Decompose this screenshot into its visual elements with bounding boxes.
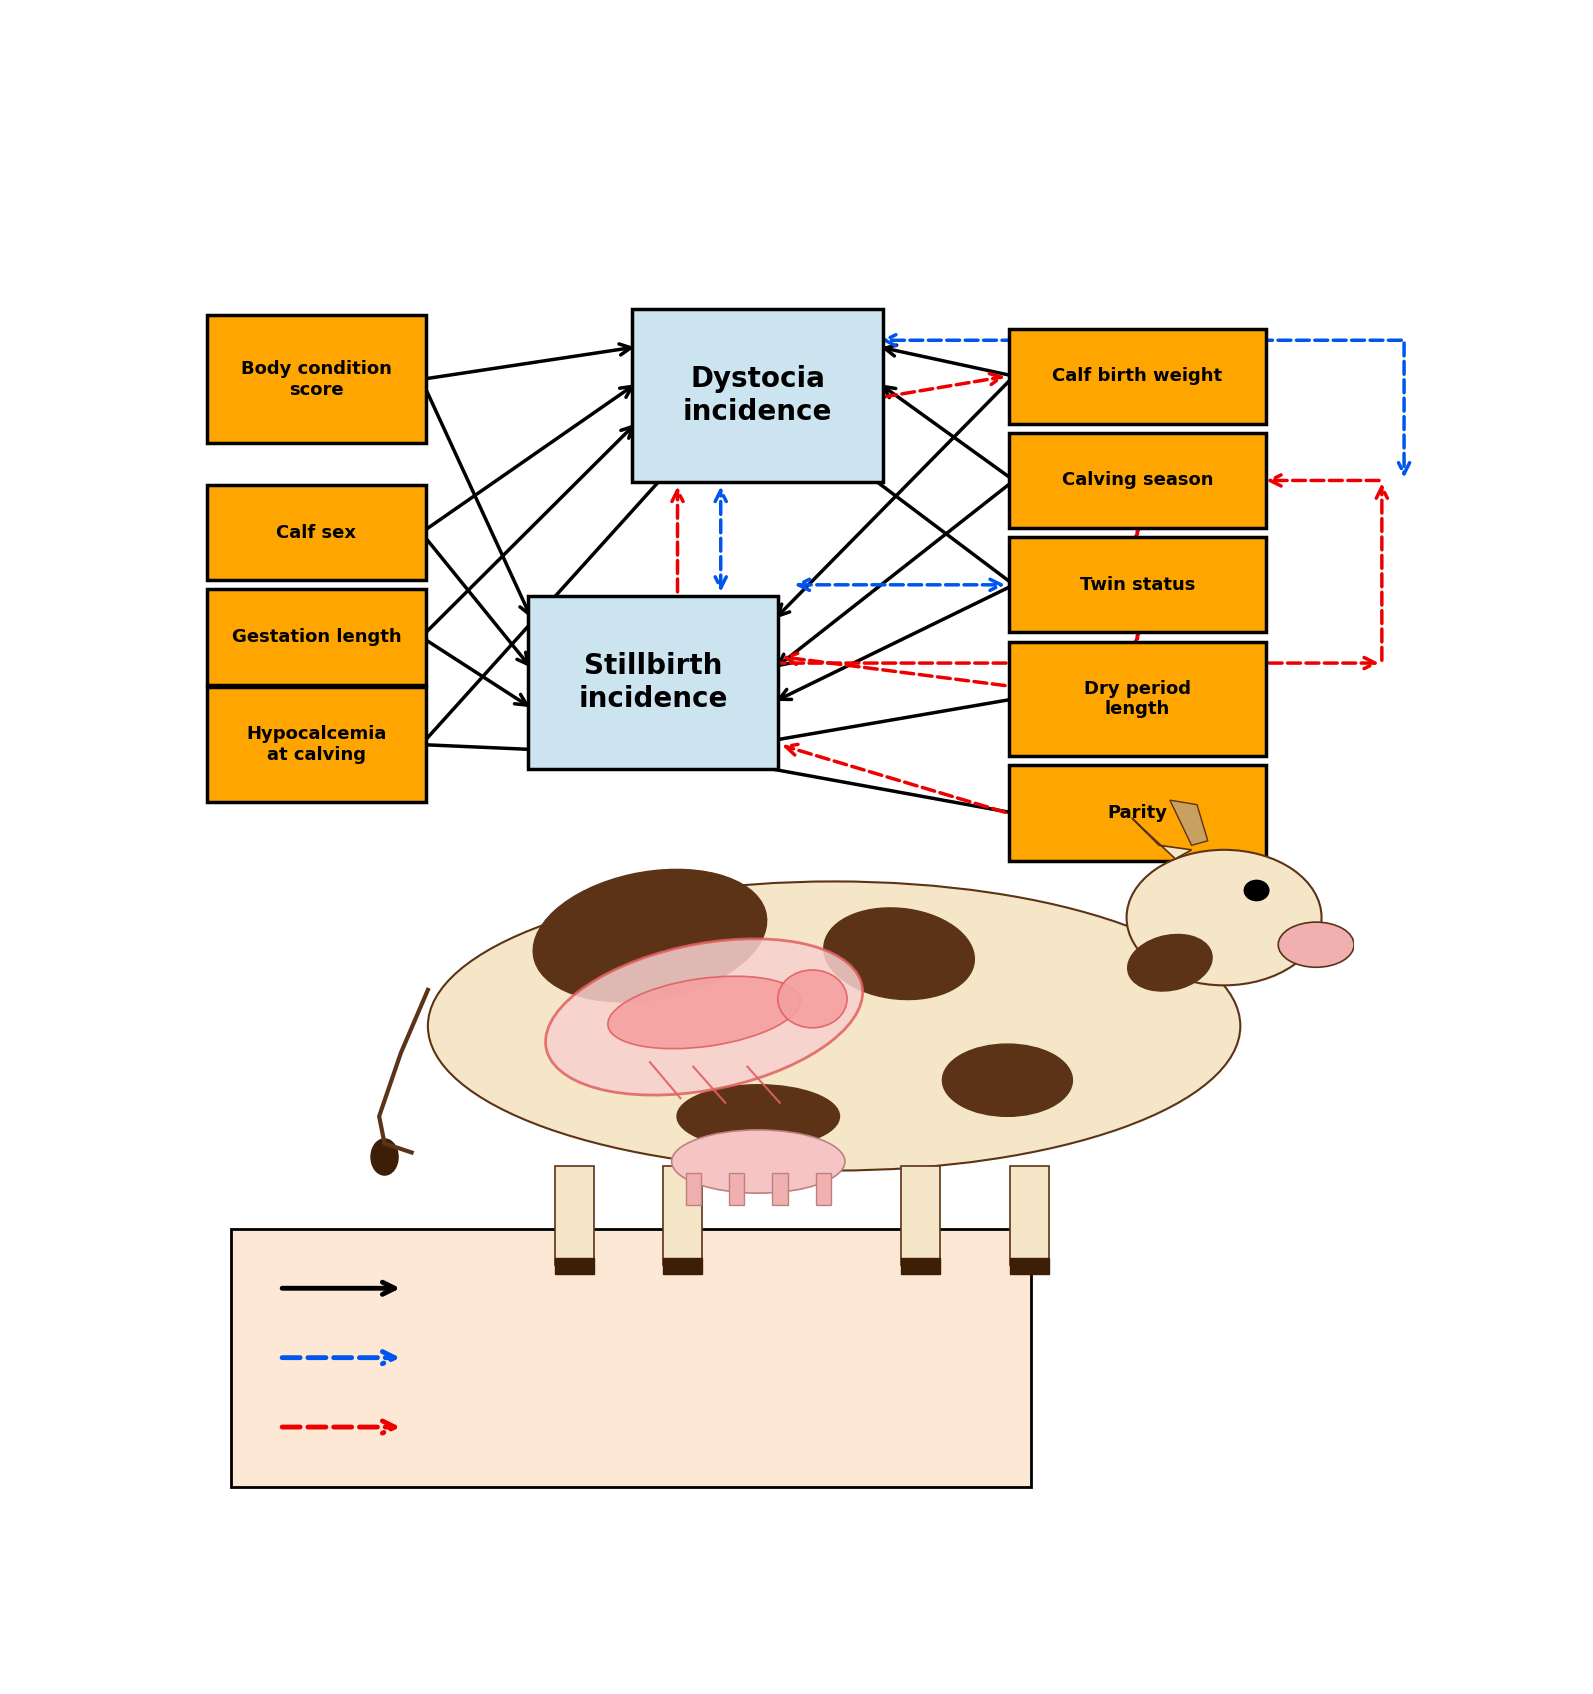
Ellipse shape	[1278, 922, 1354, 967]
FancyBboxPatch shape	[632, 308, 883, 483]
Ellipse shape	[943, 1044, 1072, 1116]
Bar	[554, 1259, 594, 1274]
FancyBboxPatch shape	[1008, 642, 1266, 756]
FancyBboxPatch shape	[207, 688, 427, 801]
Bar	[816, 1174, 832, 1204]
Text: Body condition
score: Body condition score	[241, 359, 392, 398]
Ellipse shape	[534, 869, 766, 1001]
Text: Hypocalcemia
at calving: Hypocalcemia at calving	[247, 725, 387, 764]
Circle shape	[777, 971, 847, 1028]
Bar	[663, 1165, 703, 1265]
Ellipse shape	[545, 938, 863, 1094]
Text: Interaction (Dystocia incidence): Interaction (Dystocia incidence)	[433, 1348, 836, 1367]
Bar	[902, 1259, 940, 1274]
Bar	[554, 1165, 594, 1265]
FancyBboxPatch shape	[207, 484, 427, 581]
Bar	[1010, 1165, 1048, 1265]
Text: Stillbirth
incidence: Stillbirth incidence	[578, 652, 728, 713]
Ellipse shape	[371, 1138, 398, 1176]
Text: Calf sex: Calf sex	[277, 523, 357, 542]
Text: Dry period
length: Dry period length	[1083, 679, 1192, 718]
FancyBboxPatch shape	[1008, 434, 1266, 529]
FancyBboxPatch shape	[527, 596, 777, 769]
Bar	[685, 1174, 701, 1204]
Bar	[902, 1165, 940, 1265]
Ellipse shape	[677, 1084, 840, 1149]
FancyBboxPatch shape	[207, 315, 427, 444]
Ellipse shape	[672, 1130, 844, 1193]
Bar	[730, 1174, 744, 1204]
FancyBboxPatch shape	[1008, 537, 1266, 632]
Ellipse shape	[1126, 850, 1322, 986]
Polygon shape	[1133, 818, 1192, 859]
Text: Interaction (Stillbirth incidence): Interaction (Stillbirth incidence)	[433, 1418, 838, 1437]
Circle shape	[1244, 879, 1270, 901]
Ellipse shape	[824, 908, 975, 999]
FancyBboxPatch shape	[1008, 766, 1266, 861]
Ellipse shape	[609, 976, 800, 1049]
FancyBboxPatch shape	[1008, 329, 1266, 424]
Text: Parity: Parity	[1107, 805, 1168, 822]
Text: Dystocia
incidence: Dystocia incidence	[683, 366, 833, 425]
Polygon shape	[1169, 800, 1207, 845]
Bar	[1010, 1259, 1048, 1274]
Text: Calving season: Calving season	[1061, 471, 1214, 490]
Bar	[773, 1174, 787, 1204]
Bar	[663, 1259, 703, 1274]
FancyBboxPatch shape	[207, 590, 427, 684]
Ellipse shape	[429, 881, 1241, 1171]
Text: Main effect: Main effect	[433, 1279, 575, 1298]
Text: Gestation length: Gestation length	[231, 628, 401, 645]
Text: Twin status: Twin status	[1080, 576, 1195, 595]
Ellipse shape	[1128, 935, 1212, 991]
Text: Calf birth weight: Calf birth weight	[1053, 368, 1222, 385]
FancyBboxPatch shape	[231, 1228, 1031, 1487]
